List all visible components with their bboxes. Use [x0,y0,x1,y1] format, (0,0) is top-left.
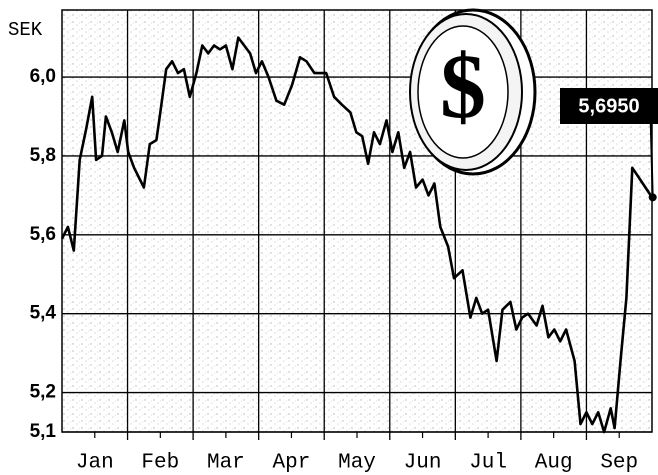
y-tick-label: 6,0 [30,66,56,87]
y-unit: SEK [8,19,43,41]
x-tick-label: Jun [404,452,442,475]
x-tick-label: May [338,452,376,475]
x-tick-label: Feb [141,452,179,475]
x-tick-label: Apr [273,452,311,475]
x-tick-label: Jul [469,452,507,475]
x-tick-label: Sep [600,452,638,475]
y-tick-label: 5,2 [30,382,56,403]
x-tick-label: Jan [76,452,114,475]
x-tick-label: Aug [535,452,573,475]
svg-text:$: $ [440,35,486,137]
x-tick-label: Mar [207,452,245,475]
y-tick-label: 5,6 [30,224,56,245]
end-value-label: 5,6950 [578,95,639,117]
chart: $ SEK 5,6950 5,1 5,2 5,4 5,6 5,8 6,0 Jan Feb Mar… [0,0,658,475]
y-tick-label: 5,8 [30,145,56,166]
dollar-coin: $ [410,10,535,174]
texture [62,10,652,432]
y-tick-label: 5,4 [30,303,57,324]
y-tick-label: 5,1 [30,421,57,442]
